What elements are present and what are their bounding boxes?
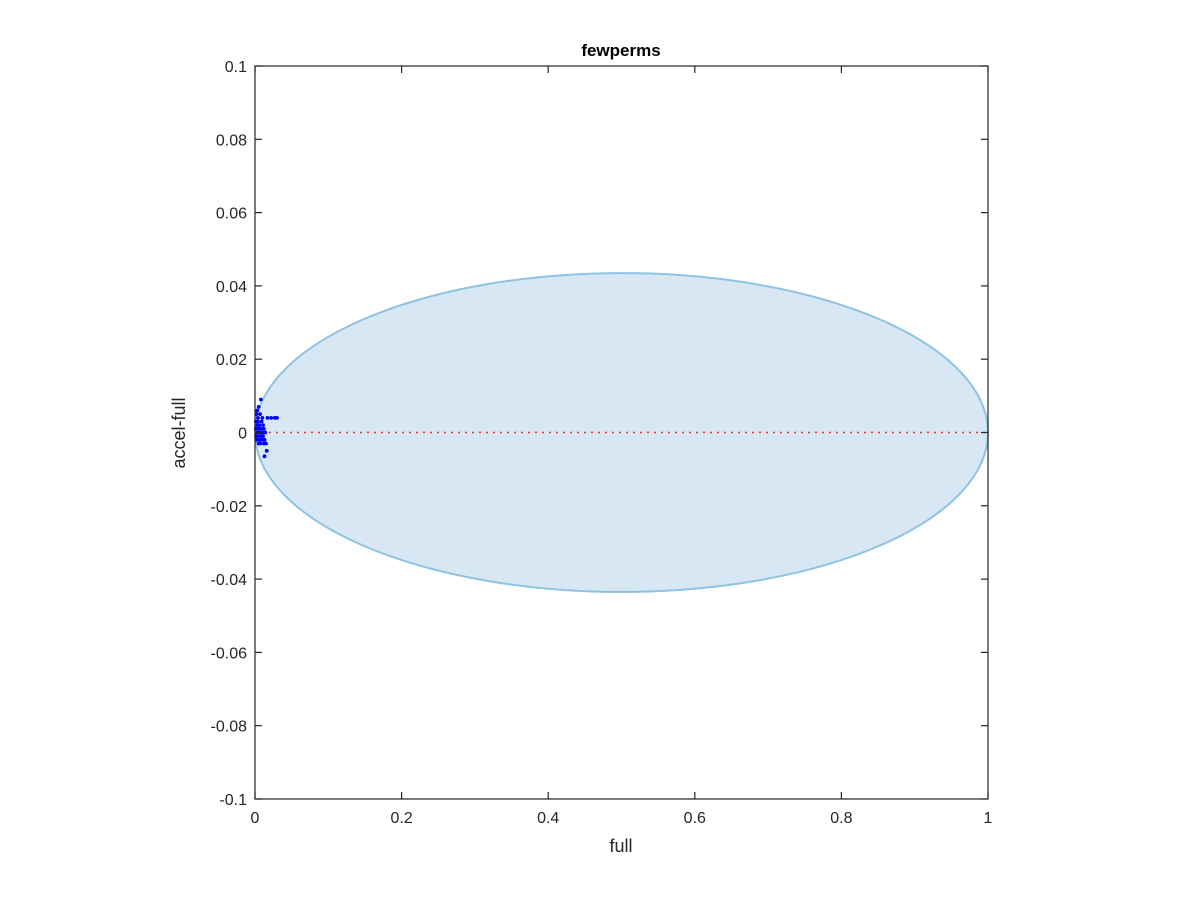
scatter-point bbox=[261, 426, 266, 431]
x-tick-label: 0.4 bbox=[537, 810, 559, 827]
y-tick-label: 0 bbox=[238, 426, 247, 443]
scatter-point bbox=[258, 412, 263, 417]
x-tick-label: 1 bbox=[984, 810, 993, 827]
x-tick-label: 0.2 bbox=[390, 810, 412, 827]
scatter-point bbox=[256, 434, 260, 439]
scatter-point bbox=[258, 426, 263, 431]
x-tick-label: 0.6 bbox=[684, 810, 706, 827]
y-tick-label: 0.06 bbox=[216, 206, 247, 223]
scatter-point bbox=[259, 419, 264, 424]
scatter-point bbox=[259, 437, 264, 442]
scatter-point bbox=[260, 430, 265, 435]
y-tick-label: 0.08 bbox=[216, 132, 247, 149]
scatter-point bbox=[262, 437, 267, 442]
y-tick-label: -0.04 bbox=[211, 572, 248, 589]
scatter-point bbox=[256, 415, 260, 420]
scatter-point bbox=[256, 404, 261, 409]
scatter-point bbox=[275, 415, 279, 420]
y-tick-label: 0.04 bbox=[216, 279, 247, 296]
x-tick-label: 0 bbox=[251, 810, 260, 827]
scatter-point bbox=[269, 415, 274, 420]
plot-area: 0 0.2 0.4 0.6 0.8 1 -0.1-0.08-0.06-0.04-0.020… bbox=[211, 59, 993, 827]
x-axis-label: full bbox=[609, 836, 632, 856]
scatter-point bbox=[264, 448, 269, 453]
scatter-point bbox=[255, 408, 260, 413]
y-axis-ticks: -0.1 -0.08 -0.06 -0.04 -0.02 0 0.02 0.04 0.06 0.0… bbox=[211, 59, 988, 809]
scatter-point bbox=[261, 423, 265, 428]
y-tick-label: -0.08 bbox=[211, 719, 248, 736]
scatter-point bbox=[264, 441, 268, 446]
scatter-point bbox=[265, 415, 270, 420]
scatter-point bbox=[257, 423, 262, 428]
x-tick-label: 0.8 bbox=[830, 810, 852, 827]
y-tick-label: -0.06 bbox=[211, 645, 248, 662]
scatter-point bbox=[260, 415, 265, 420]
x-axis-ticks: 0 0.2 0.4 0.6 0.8 1 bbox=[251, 66, 993, 827]
y-tick-label: -0.1 bbox=[219, 792, 247, 809]
scatter-point bbox=[258, 441, 263, 446]
y-axis-label: accel-full bbox=[169, 397, 189, 468]
scatter-point bbox=[262, 454, 267, 459]
y-tick-label: -0.02 bbox=[211, 499, 248, 516]
y-tick-label: 0.1 bbox=[225, 59, 247, 76]
scatter-point bbox=[256, 419, 260, 424]
scatter-point bbox=[261, 434, 265, 439]
scatter-point bbox=[263, 430, 268, 435]
scatter-point bbox=[258, 397, 263, 402]
chart-title: fewperms bbox=[581, 41, 660, 60]
y-tick-label: 0.02 bbox=[216, 352, 247, 369]
